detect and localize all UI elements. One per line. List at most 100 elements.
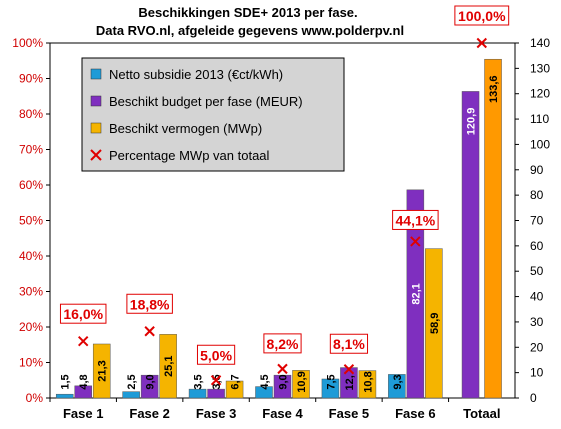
left-tick-label: 100% <box>12 36 43 50</box>
data-label: 7,5 <box>325 374 337 389</box>
data-label: 58,9 <box>429 313 441 334</box>
x-tick-label: Fase 2 <box>129 406 169 421</box>
right-tick-label: 130 <box>530 61 550 75</box>
bar <box>273 374 292 399</box>
percentage-marker <box>343 364 355 375</box>
right-tick-label: 120 <box>530 87 550 101</box>
data-label: 10,8 <box>362 371 374 392</box>
left-tick-label: 70% <box>19 143 43 157</box>
bar <box>55 393 74 399</box>
x-tick-label: Fase 5 <box>329 406 369 421</box>
x-tick-label: Fase 1 <box>63 406 103 421</box>
bar <box>321 378 340 399</box>
data-label: 10,9 <box>296 371 308 392</box>
bar <box>358 370 377 399</box>
legend-swatch <box>90 122 102 134</box>
data-label: 21,3 <box>97 360 109 381</box>
x-tick-label: Fase 6 <box>395 406 435 421</box>
legend: Netto subsidie 2013 (€ct/kWh) Beschikt bu… <box>81 57 345 172</box>
percentage-label: 8,1% <box>333 336 365 352</box>
data-label: 6,7 <box>230 374 242 389</box>
bar <box>92 343 111 399</box>
data-label: 1,5 <box>60 374 72 389</box>
right-tick-label: 80 <box>530 188 544 202</box>
x-tick-label: Fase 3 <box>196 406 236 421</box>
data-label: 2,5 <box>126 374 138 389</box>
left-tick-label: 10% <box>19 356 43 370</box>
percentage-marker <box>277 363 288 375</box>
percentage-marker <box>476 37 487 49</box>
percentage-label-box <box>329 333 369 354</box>
data-label: 12, <box>344 375 356 390</box>
bar <box>225 380 244 399</box>
legend-label: Beschikt budget per fase (MEUR) <box>109 94 303 109</box>
bar <box>406 189 425 399</box>
right-tick-label: 50 <box>530 264 544 278</box>
right-tick-label: 40 <box>530 290 544 304</box>
right-tick-label: 110 <box>530 112 549 126</box>
bar <box>461 91 480 399</box>
right-tick-label: 140 <box>530 36 550 50</box>
x-tick-label: Totaal <box>463 406 500 421</box>
percentage-marker <box>144 326 155 337</box>
left-tick-label: 30% <box>19 285 43 299</box>
bar <box>207 388 225 399</box>
bar <box>340 367 358 399</box>
left-tick-label: 20% <box>19 320 43 334</box>
right-tick-label: 0 <box>530 391 537 405</box>
percentage-label-box <box>196 344 236 365</box>
percentage-label: 5,0% <box>200 347 232 363</box>
bar <box>74 385 92 399</box>
right-tick-label: 20 <box>530 340 544 354</box>
data-label: 133,6 <box>488 75 500 103</box>
percentage-label: 16,0% <box>63 306 103 322</box>
right-tick-label: 10 <box>530 366 544 380</box>
percentage-label: 44,1% <box>396 212 436 228</box>
legend-swatch <box>90 95 102 107</box>
axes: 0% 10% 20% 30% 40% 50% 60% 70% 80% 90% 100% 0 10 20 30… <box>12 36 550 421</box>
percentage-label: 18,8% <box>130 296 170 312</box>
right-tick-label: 90 <box>530 163 544 177</box>
percentage-label-box <box>59 303 107 324</box>
left-tick-label: 40% <box>19 249 43 263</box>
left-tick-label: 90% <box>19 72 43 86</box>
right-tick-label: 100 <box>530 137 550 151</box>
percentage-marker <box>210 375 222 386</box>
bar <box>122 391 140 399</box>
bars: 1,52,53,54,57,59,34,89,03,59,012,82,1120… <box>55 58 502 399</box>
right-tick-label: 70 <box>530 214 544 228</box>
bar <box>425 248 443 399</box>
data-label: 82,1 <box>410 283 422 304</box>
legend-swatch <box>90 68 102 80</box>
percentage-label-box <box>454 5 510 26</box>
left-tick-label: 0% <box>26 391 44 405</box>
chart-subtitle: Data RVO.nl, afgeleide gegevens www.pold… <box>96 23 404 38</box>
percentage-label: 100,0% <box>458 8 506 24</box>
left-tick-label: 50% <box>19 214 43 228</box>
percentage-label: 8,2% <box>267 336 299 352</box>
bar <box>140 374 159 399</box>
data-label: 4,5 <box>259 374 271 389</box>
data-label: 4,8 <box>78 374 90 389</box>
legend-label: Beschikt vermogen (MWp) <box>109 121 262 136</box>
legend-box <box>81 57 345 172</box>
data-label: 9,3 <box>392 374 404 389</box>
legend-label: Percentage MWp van totaal <box>109 148 270 163</box>
bar <box>255 386 273 399</box>
percentage-marker <box>410 236 421 247</box>
left-tick-label: 80% <box>19 107 43 121</box>
bar <box>388 374 406 399</box>
percentage-label-box <box>263 333 302 354</box>
legend-marker <box>90 149 102 161</box>
bar <box>292 370 310 399</box>
right-tick-label: 30 <box>530 315 544 329</box>
bar <box>484 58 502 399</box>
data-label: 9,0 <box>145 374 157 389</box>
bar <box>159 334 177 399</box>
percentage-markers: 16,0% 18,8% 5,0% 8,2% 8,1% 44,1% 100,0% <box>59 5 510 386</box>
percentage-label-box <box>126 293 173 314</box>
data-label: 25,1 <box>163 355 175 376</box>
data-label: 120,9 <box>466 108 478 136</box>
data-label: 9,0 <box>278 374 290 389</box>
